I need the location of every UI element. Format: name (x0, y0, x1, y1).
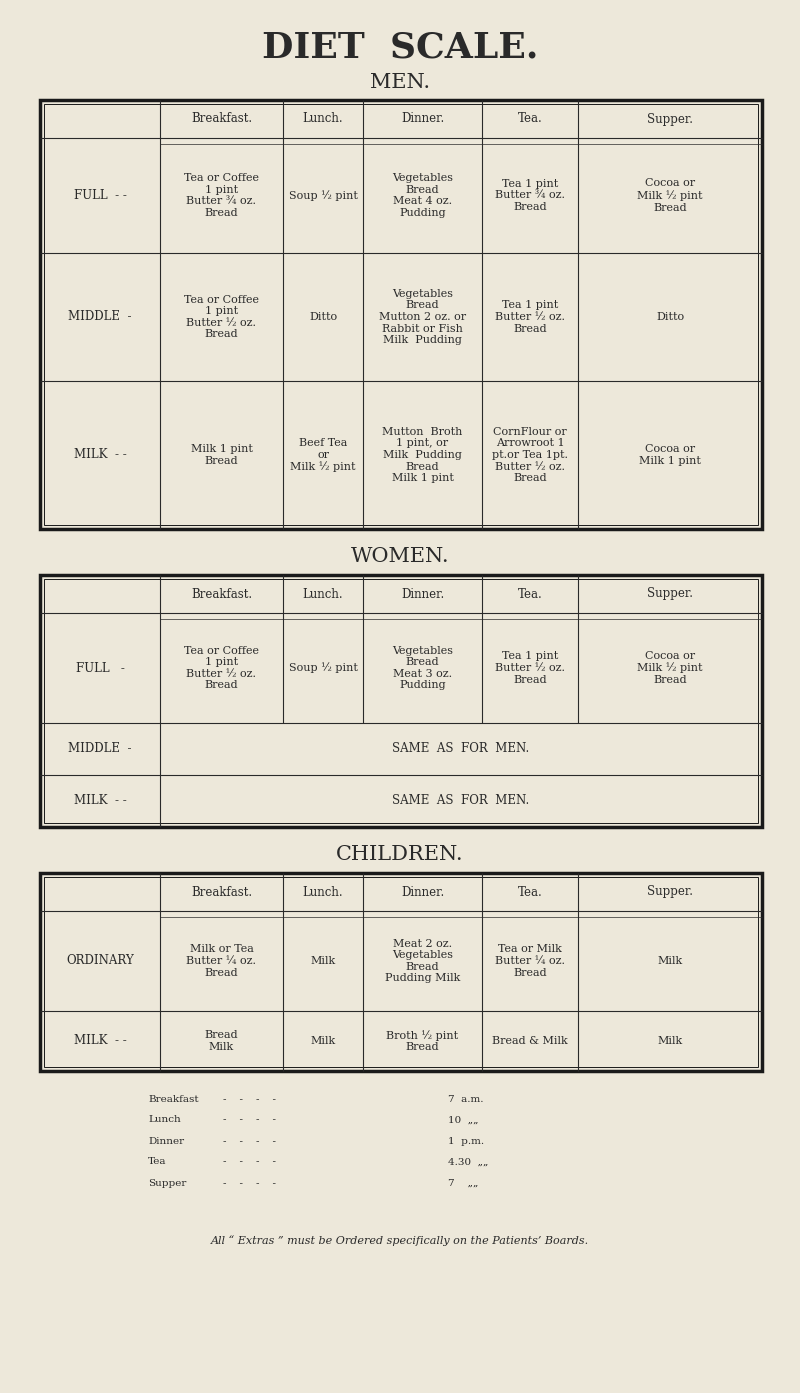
Text: Soup ½ pint: Soup ½ pint (289, 663, 358, 673)
Text: 1  p.m.: 1 p.m. (448, 1137, 484, 1145)
Text: Cocoa or
Milk ½ pint
Bread: Cocoa or Milk ½ pint Bread (638, 651, 702, 685)
Text: Lunch.: Lunch. (302, 113, 343, 125)
Text: Breakfast.: Breakfast. (191, 113, 252, 125)
Text: Mutton  Broth
1 pint, or
Milk  Pudding
Bread
Milk 1 pint: Mutton Broth 1 pint, or Milk Pudding Bre… (382, 426, 462, 483)
Text: Beef Tea
or
Milk ½ pint: Beef Tea or Milk ½ pint (290, 437, 356, 472)
Text: Vegetables
Bread
Meat 4 oz.
Pudding: Vegetables Bread Meat 4 oz. Pudding (392, 173, 453, 217)
Bar (40, 575, 762, 827)
Text: Meat 2 oz.
Vegetables
Bread
Pudding Milk: Meat 2 oz. Vegetables Bread Pudding Milk (385, 939, 460, 983)
Text: Lunch: Lunch (148, 1116, 181, 1124)
Text: Dinner: Dinner (148, 1137, 184, 1145)
Text: Vegetables
Bread
Mutton 2 oz. or
Rabbit or Fish
Milk  Pudding: Vegetables Bread Mutton 2 oz. or Rabbit … (379, 288, 466, 345)
Text: Tea or Coffee
1 pint
Butter ½ oz.
Bread: Tea or Coffee 1 pint Butter ½ oz. Bread (184, 645, 259, 691)
Text: Supper.: Supper. (647, 113, 693, 125)
Text: Tea.: Tea. (518, 588, 542, 600)
Text: Milk or Tea
Butter ¼ oz.
Bread: Milk or Tea Butter ¼ oz. Bread (186, 944, 257, 978)
Text: -    -    -    -: - - - - (223, 1137, 276, 1145)
Text: All “ Extras ” must be Ordered specifically on the Patients’ Boards.: All “ Extras ” must be Ordered specifica… (211, 1236, 589, 1247)
Text: Lunch.: Lunch. (302, 588, 343, 600)
Text: Tea 1 pint
Butter ½ oz.
Bread: Tea 1 pint Butter ½ oz. Bread (495, 301, 565, 333)
Text: 7  a.m.: 7 a.m. (448, 1095, 483, 1103)
Text: FULL  - -: FULL - - (74, 189, 126, 202)
Text: -    -    -    -: - - - - (223, 1116, 276, 1124)
Bar (44, 579, 758, 823)
Text: -    -    -    -: - - - - (223, 1095, 276, 1103)
Text: Supper.: Supper. (647, 588, 693, 600)
Bar (44, 104, 758, 525)
Text: Tea 1 pint
Butter ½ oz.
Bread: Tea 1 pint Butter ½ oz. Bread (495, 652, 565, 684)
Text: Soup ½ pint: Soup ½ pint (289, 189, 358, 201)
Text: MILK  - -: MILK - - (74, 794, 126, 808)
Text: Tea.: Tea. (518, 113, 542, 125)
Text: 10  „„: 10 „„ (448, 1116, 478, 1124)
Text: Cocoa or
Milk 1 pint: Cocoa or Milk 1 pint (639, 444, 701, 465)
Text: Supper.: Supper. (647, 886, 693, 898)
Text: CornFlour or
Arrowroot 1
pt.or Tea 1pt.
Butter ½ oz.
Bread: CornFlour or Arrowroot 1 pt.or Tea 1pt. … (492, 426, 568, 483)
Text: Milk 1 pint
Bread: Milk 1 pint Bread (190, 444, 253, 465)
Text: Milk: Milk (310, 956, 336, 965)
Text: WOMEN.: WOMEN. (350, 547, 450, 567)
Text: 7    „„: 7 „„ (448, 1178, 478, 1187)
Text: MILK  - -: MILK - - (74, 449, 126, 461)
Bar (44, 878, 758, 1067)
Bar (40, 100, 762, 529)
Text: Dinner.: Dinner. (401, 886, 444, 898)
Text: Tea: Tea (148, 1158, 166, 1166)
Text: Milk: Milk (658, 956, 682, 965)
Text: Milk: Milk (310, 1036, 336, 1046)
Text: ORDINARY: ORDINARY (66, 954, 134, 968)
Text: Tea or Coffee
1 pint
Butter ½ oz.
Bread: Tea or Coffee 1 pint Butter ½ oz. Bread (184, 294, 259, 340)
Bar (40, 873, 762, 1071)
Text: MIDDLE  -: MIDDLE - (68, 742, 132, 755)
Text: Ditto: Ditto (656, 312, 684, 322)
Text: MILK  - -: MILK - - (74, 1035, 126, 1048)
Text: Cocoa or
Milk ½ pint
Bread: Cocoa or Milk ½ pint Bread (638, 178, 702, 213)
Text: Breakfast.: Breakfast. (191, 886, 252, 898)
Text: Tea or Coffee
1 pint
Butter ¾ oz.
Bread: Tea or Coffee 1 pint Butter ¾ oz. Bread (184, 173, 259, 217)
Text: Supper: Supper (148, 1178, 186, 1187)
Text: Tea or Milk
Butter ¼ oz.
Bread: Tea or Milk Butter ¼ oz. Bread (495, 944, 565, 978)
Text: SAME  AS  FOR  MEN.: SAME AS FOR MEN. (392, 742, 530, 755)
Text: SAME  AS  FOR  MEN.: SAME AS FOR MEN. (392, 794, 530, 808)
Text: Dinner.: Dinner. (401, 588, 444, 600)
Text: Breakfast: Breakfast (148, 1095, 198, 1103)
Text: -    -    -    -: - - - - (223, 1178, 276, 1187)
Text: Breakfast.: Breakfast. (191, 588, 252, 600)
Text: FULL   -: FULL - (75, 662, 125, 674)
Text: CHILDREN.: CHILDREN. (336, 846, 464, 865)
Text: MIDDLE  -: MIDDLE - (68, 311, 132, 323)
Text: Bread & Milk: Bread & Milk (492, 1036, 568, 1046)
Text: Dinner.: Dinner. (401, 113, 444, 125)
Text: 4.30  „„: 4.30 „„ (448, 1158, 488, 1166)
Text: Tea.: Tea. (518, 886, 542, 898)
Text: Ditto: Ditto (309, 312, 337, 322)
Text: Bread
Milk: Bread Milk (205, 1031, 238, 1052)
Text: MEN.: MEN. (370, 74, 430, 92)
Text: Lunch.: Lunch. (302, 886, 343, 898)
Text: Broth ½ pint
Bread: Broth ½ pint Bread (386, 1029, 458, 1052)
Text: -    -    -    -: - - - - (223, 1158, 276, 1166)
Text: DIET  SCALE.: DIET SCALE. (262, 31, 538, 65)
Text: Vegetables
Bread
Meat 3 oz.
Pudding: Vegetables Bread Meat 3 oz. Pudding (392, 645, 453, 691)
Text: Tea 1 pint
Butter ¾ oz.
Bread: Tea 1 pint Butter ¾ oz. Bread (495, 178, 565, 212)
Text: Milk: Milk (658, 1036, 682, 1046)
